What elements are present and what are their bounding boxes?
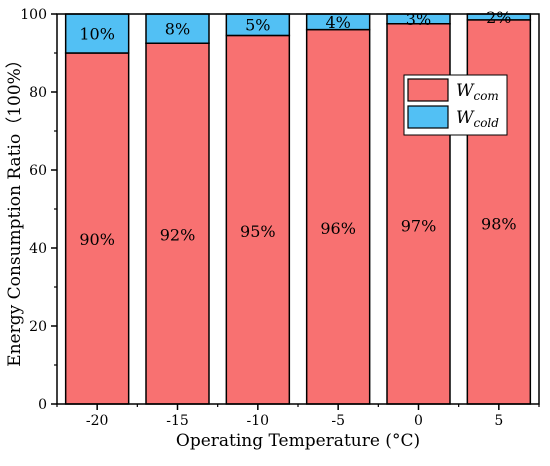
data-labels-layer: 90% 10% 92% 8% 95% 5% 96% 4% 97% 3% 98% 2% <box>79 8 516 249</box>
data-label-cold--20: 10% <box>79 25 115 44</box>
legend-swatch-com <box>407 78 449 102</box>
data-label-cold--5: 4% <box>325 13 350 32</box>
x-tick-label: -20 <box>86 413 109 429</box>
x-tick-label: -10 <box>247 413 270 429</box>
x-tick-label: 5 <box>494 413 503 429</box>
x-tick-label: 0 <box>414 413 423 429</box>
legend-swatch-cold <box>407 105 449 129</box>
bar-com--5 <box>305 28 371 405</box>
data-label-com-0: 97% <box>401 216 437 235</box>
bar-cold--15 <box>145 13 210 44</box>
legend: Wcom Wcold <box>403 74 508 136</box>
x-axis: -20 -15 -10 -5 0 5 <box>56 404 540 429</box>
data-label-cold-5: 2% <box>486 8 511 27</box>
x-tick-label: -15 <box>166 413 189 429</box>
bar-com--20 <box>64 52 130 405</box>
y-tick-label: 0 <box>38 397 47 413</box>
data-label-com--15: 92% <box>160 225 196 244</box>
data-label-com-5: 98% <box>481 214 517 233</box>
legend-label-cold: Wcold <box>456 108 499 130</box>
x-axis-title: Operating Temperature (°C) <box>176 431 420 451</box>
data-label-com--5: 96% <box>320 219 356 238</box>
y-tick-label: 60 <box>29 163 47 179</box>
data-label-cold-0: 3% <box>406 10 431 29</box>
bar-com--10 <box>225 34 291 405</box>
legend-label-com: Wcom <box>456 81 499 103</box>
bar-cold--20 <box>64 13 130 54</box>
data-label-cold--15: 8% <box>165 20 190 39</box>
y-tick-label: 80 <box>29 85 47 101</box>
data-label-cold--10: 5% <box>245 16 270 35</box>
y-tick-label: 20 <box>29 319 47 335</box>
y-tick-label: 40 <box>29 241 47 257</box>
data-label-com--10: 95% <box>240 222 276 241</box>
y-axis: 0 20 40 60 80 100 <box>20 7 57 413</box>
y-axis-title: Energy Consumption Ratio（100%） <box>5 51 25 367</box>
bars-layer <box>64 13 532 405</box>
data-label-com--20: 90% <box>79 230 115 249</box>
x-tick-label: -5 <box>331 413 345 429</box>
bar-com--15 <box>145 42 210 405</box>
y-tick-label: 100 <box>20 7 47 23</box>
